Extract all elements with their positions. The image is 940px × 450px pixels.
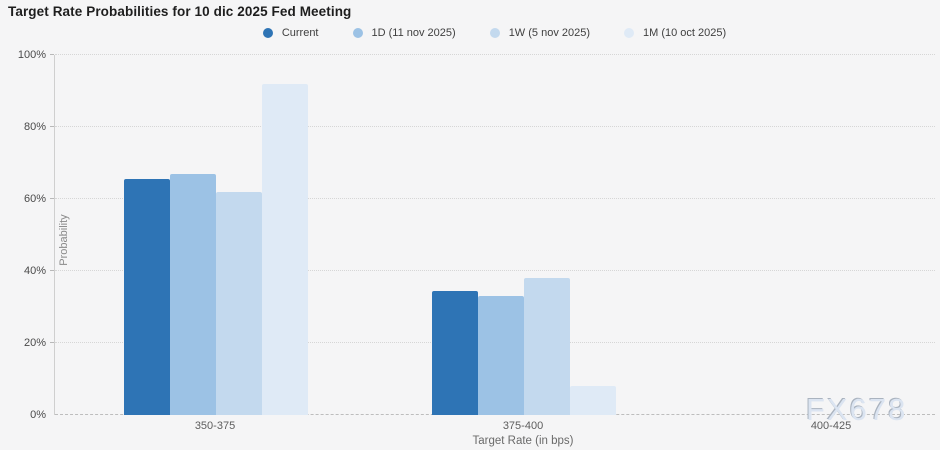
- legend-label: 1D (11 nov 2025): [371, 27, 456, 39]
- legend: Current 1D (11 nov 2025) 1W (5 nov 2025) 1M…: [54, 24, 935, 42]
- legend-dot-icon: [489, 28, 500, 38]
- legend-item-1[interactable]: 1D (11 nov 2025): [352, 27, 456, 39]
- bar-375-400-series-2: [524, 278, 570, 415]
- gridline-80: [55, 126, 935, 127]
- legend-item-0[interactable]: Current: [262, 27, 319, 39]
- legend-item-2[interactable]: 1W (5 nov 2025): [489, 27, 591, 39]
- legend-item-3[interactable]: 1M (10 oct 2025): [624, 27, 726, 39]
- legend-dot-icon: [624, 28, 635, 38]
- y-tick-mark: [50, 270, 54, 271]
- bar-group-400-425: [740, 55, 925, 415]
- bar-group-375-400: [432, 55, 617, 415]
- bar-375-400-series-3: [570, 386, 616, 415]
- bar-350-375-series-3: [262, 83, 308, 415]
- plot-area: Probability: [50, 54, 935, 415]
- gridline-100: [55, 54, 935, 55]
- y-tick-label-80: 80%: [23, 121, 46, 133]
- x-category-label-375-400: 375-400: [502, 420, 544, 432]
- bar-350-375-series-0: [124, 179, 170, 415]
- gridline-60: [55, 198, 935, 199]
- y-tick-mark: [50, 198, 54, 199]
- legend-label: 1W (5 nov 2025): [508, 27, 591, 39]
- y-tick-label-20: 20%: [23, 337, 46, 349]
- legend-label: Current: [281, 27, 319, 39]
- y-tick-mark: [50, 126, 54, 127]
- x-category-label-400-425: 400-425: [810, 420, 852, 432]
- bar-350-375-series-1: [170, 173, 216, 415]
- y-tick-label-60: 60%: [23, 193, 46, 205]
- legend-dot-icon: [262, 28, 273, 38]
- y-tick-label-100: 100%: [17, 49, 46, 61]
- bar-375-400-series-1: [478, 296, 524, 415]
- y-tick-mark: [50, 54, 54, 55]
- chart-title: Target Rate Probabilities for 10 dic 202…: [8, 4, 352, 19]
- bar-375-400-series-0: [432, 290, 478, 415]
- x-category-label-350-375: 350-375: [194, 420, 236, 432]
- x-axis-title: Target Rate (in bps): [472, 435, 574, 447]
- bar-group-350-375: [124, 55, 309, 415]
- y-tick-label-0: 0%: [30, 409, 46, 421]
- y-tick-label-40: 40%: [23, 265, 46, 277]
- legend-label: 1M (10 oct 2025): [643, 27, 727, 39]
- y-tick-mark: [50, 342, 54, 343]
- bar-350-375-series-2: [216, 191, 262, 415]
- gridline-40: [55, 270, 935, 271]
- y-axis-title: Probability: [58, 214, 70, 266]
- legend-dot-icon: [352, 28, 363, 38]
